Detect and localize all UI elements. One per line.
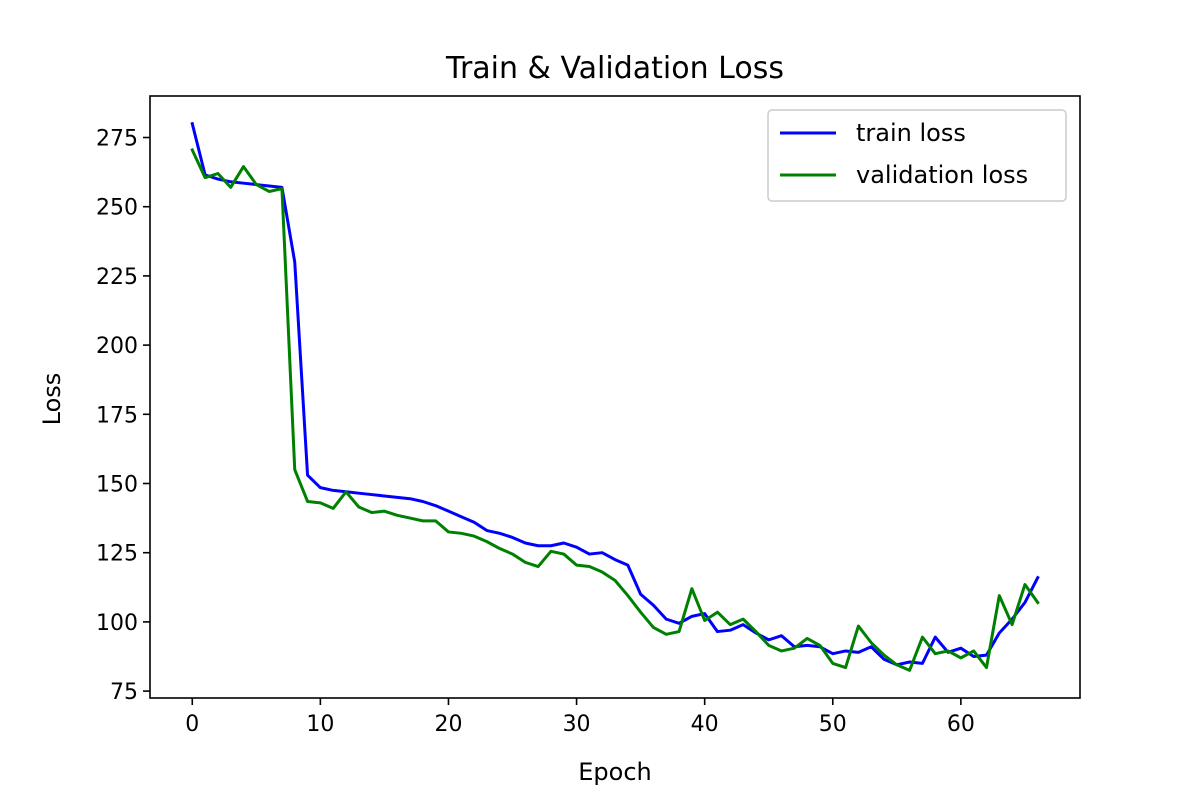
legend-label: train loss xyxy=(856,119,966,147)
y-tick-label: 200 xyxy=(96,334,138,359)
x-tick-label: 60 xyxy=(947,712,975,737)
y-tick-label: 225 xyxy=(96,265,138,290)
x-tick-label: 30 xyxy=(563,712,591,737)
plot-frame xyxy=(149,95,1081,699)
y-tick-label: 175 xyxy=(96,403,138,428)
legend-box xyxy=(767,109,1067,202)
y-tick-label: 150 xyxy=(96,472,138,497)
y-tick-label: 125 xyxy=(96,542,138,567)
x-axis-label: Epoch xyxy=(578,758,652,786)
x-tick-label: 20 xyxy=(434,712,462,737)
x-tick-label: 0 xyxy=(185,712,199,737)
x-tick-label: 40 xyxy=(691,712,719,737)
x-tick-label: 50 xyxy=(819,712,847,737)
y-tick-label: 275 xyxy=(96,127,138,152)
plot-area: 0 10 20 30 40 50 60 75 100 125 150 175 200 225 250 275 xyxy=(96,95,1081,737)
y-axis-label: Loss xyxy=(38,373,66,426)
y-tick-label: 75 xyxy=(110,680,138,705)
y-tick-label: 100 xyxy=(96,611,138,636)
series-line-validation-loss xyxy=(190,147,1040,672)
x-tick-label: 10 xyxy=(306,712,334,737)
legend: train loss validation loss xyxy=(767,109,1067,202)
legend-label: validation loss xyxy=(856,161,1028,189)
chart-title: Train & Validation Loss xyxy=(445,51,784,86)
y-tick-label: 250 xyxy=(96,196,138,221)
